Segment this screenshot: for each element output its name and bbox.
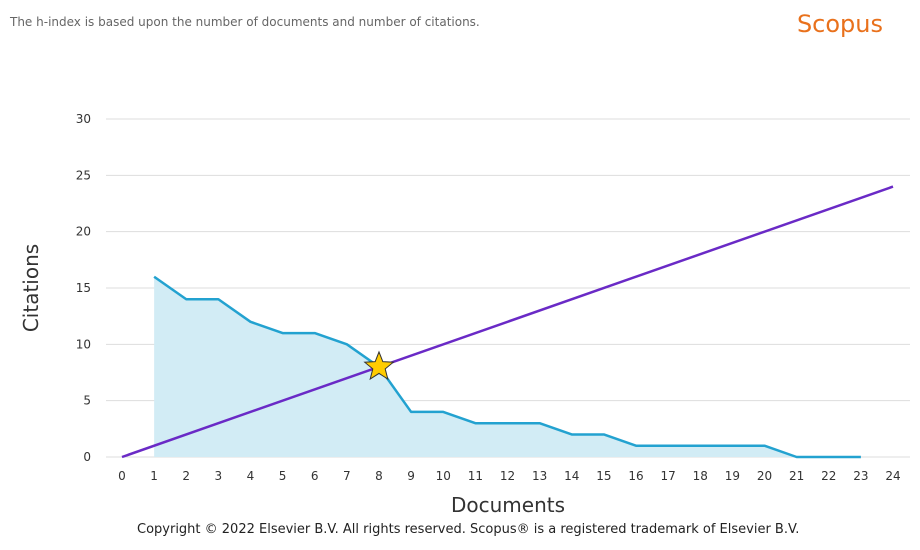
x-tick-label: 22 — [821, 469, 836, 483]
x-tick-label: 7 — [343, 469, 351, 483]
h-index-note: The h-index is based upon the number of … — [10, 15, 480, 29]
y-tick-label: 20 — [76, 225, 91, 239]
x-tick-label: 5 — [279, 469, 287, 483]
x-tick-label: 15 — [596, 469, 611, 483]
x-tick-label: 17 — [660, 469, 675, 483]
x-tick-label: 14 — [564, 469, 579, 483]
y-tick-label: 10 — [76, 337, 91, 351]
y-tick-labels: 0 5 10 15 20 25 30 — [76, 112, 91, 464]
x-tick-label: 1 — [150, 469, 158, 483]
x-tick-label: 24 — [885, 469, 900, 483]
x-tick-label: 10 — [436, 469, 451, 483]
x-tick-label: 18 — [693, 469, 708, 483]
x-tick-label: 13 — [532, 469, 547, 483]
x-tick-label: 23 — [853, 469, 868, 483]
copyright-footer: Copyright © 2022 Elsevier B.V. All right… — [137, 522, 800, 537]
x-tick-label: 19 — [725, 469, 740, 483]
x-tick-label: 0 — [118, 469, 126, 483]
h-index-star-marker — [363, 350, 395, 381]
x-tick-label: 12 — [500, 469, 515, 483]
x-tick-label: 2 — [182, 469, 190, 483]
x-tick-label: 11 — [468, 469, 483, 483]
x-tick-label: 21 — [789, 469, 804, 483]
scopus-logo: Scopus — [796, 10, 883, 38]
x-tick-label: 9 — [407, 469, 415, 483]
h-index-diagonal-line — [121, 185, 894, 459]
x-tick-labels: 0 1 2 3 4 5 6 7 8 9 10 11 12 13 14 15 16 17 18 19 20 21 22 23 24 — [118, 469, 900, 483]
y-tick-label: 5 — [83, 394, 91, 408]
chart-series — [121, 185, 894, 459]
x-tick-label: 4 — [247, 469, 255, 483]
y-axis-title: Citations — [19, 244, 43, 332]
citations-area — [154, 276, 861, 457]
citations-line — [153, 275, 861, 459]
y-tick-label: 15 — [76, 281, 91, 295]
x-axis-title: Documents — [451, 493, 565, 517]
x-tick-label: 6 — [311, 469, 319, 483]
x-tick-label: 20 — [757, 469, 772, 483]
x-tick-label: 3 — [215, 469, 223, 483]
x-tick-label: 16 — [628, 469, 643, 483]
y-tick-label: 0 — [83, 450, 91, 464]
y-tick-label: 30 — [76, 112, 91, 126]
x-tick-label: 8 — [375, 469, 383, 483]
y-tick-label: 25 — [76, 168, 91, 182]
